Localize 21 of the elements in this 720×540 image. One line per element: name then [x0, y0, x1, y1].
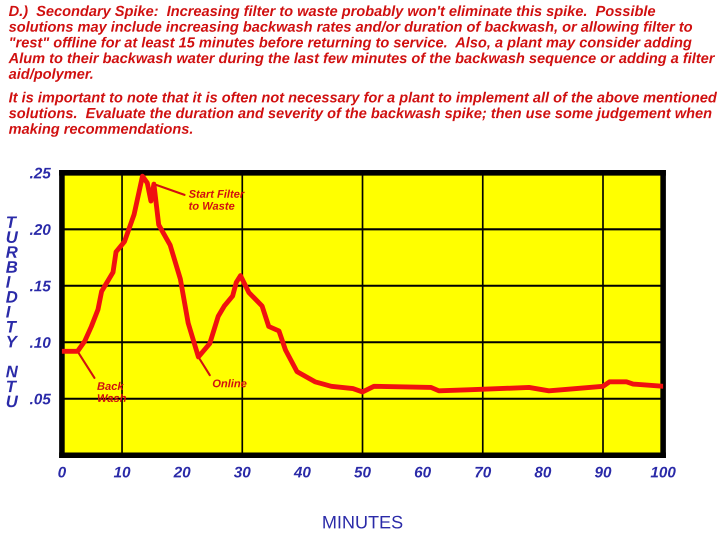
x-tick-label: 0: [58, 466, 66, 478]
text: TURBIDITY NTU: [6, 216, 18, 408]
y-tick-label: .25: [30, 168, 51, 178]
x-tick-label: 30: [234, 466, 251, 478]
x-tick-label: 40: [294, 466, 311, 478]
x-tick-label: 60: [414, 466, 431, 478]
y-tick-label: .15: [30, 280, 51, 292]
y-tick-label: .05: [30, 394, 51, 404]
x-tick-label: 100: [650, 466, 676, 478]
x-tick-label: 90: [594, 466, 612, 478]
chart-title: D.) Secondary Spike: Increasing filter to waste probably won't eliminate this spike. Possible solutions may include increasing backwash rates and/or duration of backwash, or allowing filter to "rest" offline for at least 15 minutes before returning to service. Also, a plant may consider adding Alum to their backwash water during the last few minutes of the backwash sequence or adding a filter aid/polymer.: [8, 5, 716, 82]
y-tick-label: .10: [30, 337, 51, 348]
line-series: [62, 174, 664, 394]
x-tick-label: 80: [534, 466, 552, 478]
x-tick-label: 10: [114, 466, 130, 478]
y-tick-label: .20: [30, 224, 51, 235]
x-tick-label: 70: [475, 466, 492, 478]
x-axis-title: MINUTES: [323, 516, 402, 529]
x-tick-label: 50: [354, 466, 371, 478]
chart-subtitle: It is important to note that it is often not necessary for a plant to implement all of the above mentioned solutions. Evaluate the duration and severity of the backwash spike; then use some judgement when making recommendations.: [8, 92, 718, 137]
x-tick-label: 20: [173, 466, 191, 478]
